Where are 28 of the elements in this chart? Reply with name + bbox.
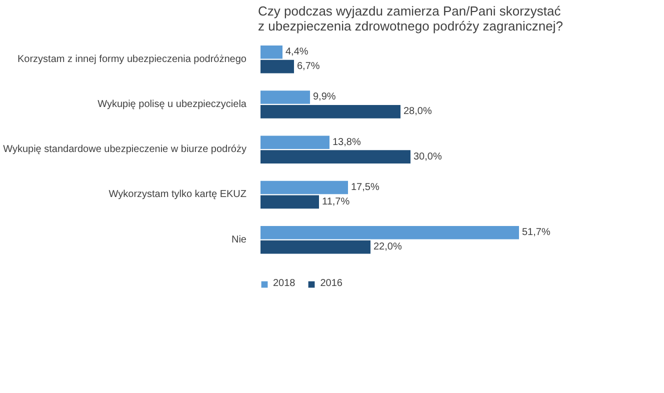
data-label: 28,0%: [404, 106, 432, 118]
legend-label: 2016: [320, 278, 342, 289]
data-label: 9,9%: [313, 92, 336, 103]
bar: [260, 45, 282, 59]
data-label: 17,5%: [351, 182, 380, 193]
bar: [260, 180, 348, 194]
y-tick-label: Wykupię polisę u ubezpieczyciela: [98, 98, 247, 110]
bar: [260, 60, 294, 74]
bar: [260, 136, 330, 150]
bar: [260, 90, 310, 104]
bar: [260, 150, 410, 164]
bar: [260, 105, 400, 118]
y-tick-label: Wykorzystam tylko kartę EKUZ: [108, 189, 247, 200]
data-label: 6,7%: [297, 61, 320, 72]
bar: [260, 240, 370, 254]
bar: [260, 195, 319, 209]
y-tick-label: Nie: [231, 234, 247, 246]
data-label: 4,4%: [286, 46, 308, 58]
y-tick-label: Wykupię standardowe ubezpieczenie w biurze podróży: [3, 144, 247, 156]
legend-label: 2018: [273, 278, 296, 289]
data-label: 30,0%: [414, 151, 442, 162]
bar: [260, 226, 519, 240]
chart-title: Czy podczas wyjazdu zamierza Pan/Pani skorzystać z ubezpieczenia zdrowotnego podróży zagranicznej?: [258, 4, 563, 34]
data-label: 13,8%: [332, 136, 361, 148]
data-label: 11,7%: [322, 196, 350, 208]
y-tick-label: Korzystam z innej formy ubezpieczenia podróżnego: [17, 54, 247, 65]
data-label: 22,0%: [374, 242, 402, 253]
data-label: 51,7%: [522, 227, 550, 238]
